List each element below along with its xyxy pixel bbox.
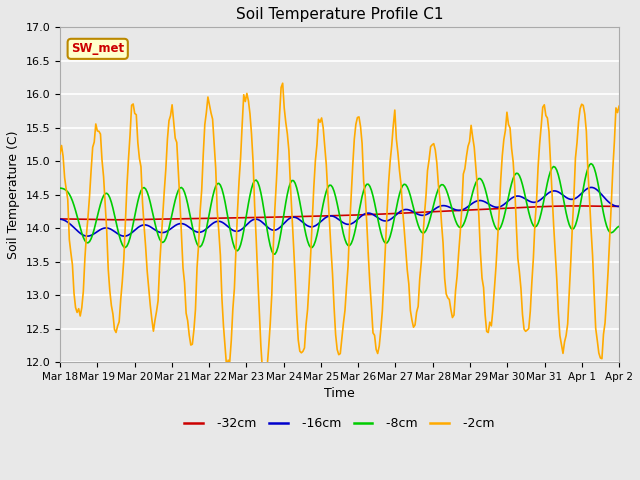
Y-axis label: Soil Temperature (C): Soil Temperature (C): [7, 131, 20, 259]
Text: SW_met: SW_met: [71, 42, 124, 55]
X-axis label: Time: Time: [324, 387, 355, 400]
Legend:  -32cm,  -16cm,  -8cm,  -2cm: -32cm, -16cm, -8cm, -2cm: [179, 412, 500, 435]
Title: Soil Temperature Profile C1: Soil Temperature Profile C1: [236, 7, 444, 22]
